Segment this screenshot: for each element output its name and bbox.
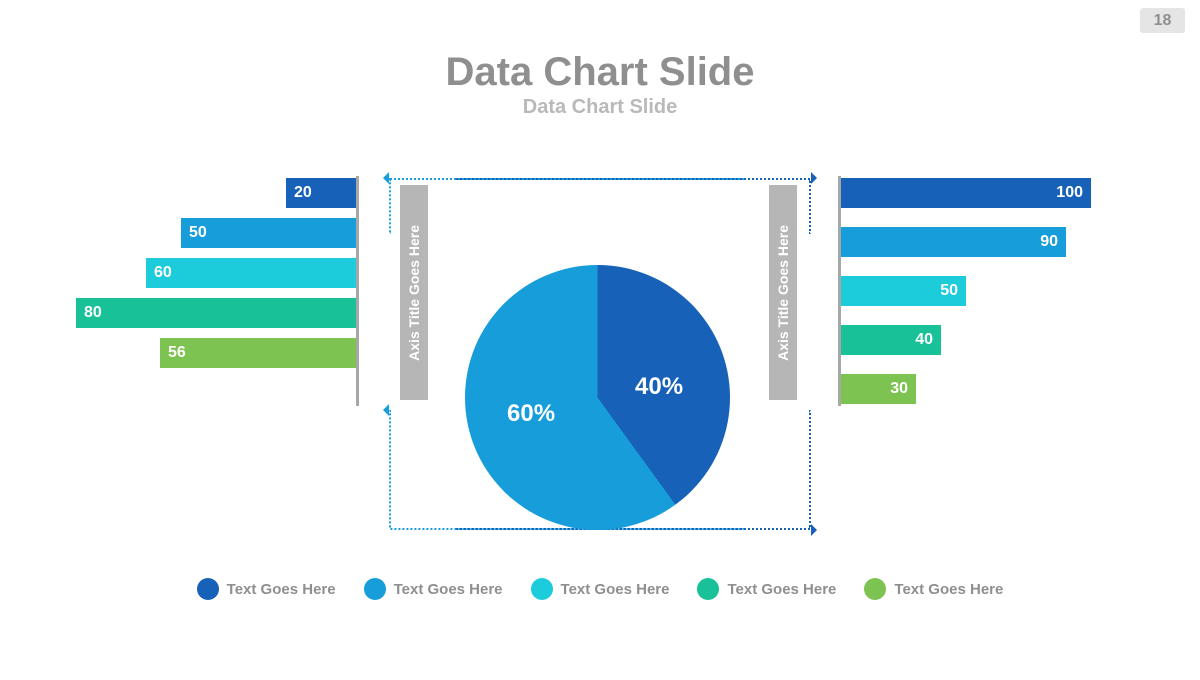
bar: 90 (841, 227, 1066, 257)
legend-label: Text Goes Here (394, 581, 503, 598)
legend-swatch (364, 578, 386, 600)
legend-swatch (864, 578, 886, 600)
connector-right-top (456, 178, 811, 234)
bar: 50 (841, 276, 966, 306)
arrow-left-bottom (383, 404, 389, 416)
slide-subtitle: Data Chart Slide (0, 96, 1200, 119)
legend: Text Goes Here Text Goes Here Text Goes He… (0, 578, 1200, 600)
arrow-right-bottom (811, 524, 817, 536)
page-number-badge: 18 (1140, 8, 1185, 33)
slide-stage: 18 Data Chart Slide Data Chart Slide Axi… (0, 0, 1200, 680)
bar: 30 (841, 374, 916, 404)
axis-title-left-banner: Axis Title Goes Here (400, 185, 428, 400)
slide-title: Data Chart Slide (0, 50, 1200, 95)
legend-item: Text Goes Here (864, 578, 1003, 600)
bar-value: 50 (189, 224, 207, 242)
bar: 80 (76, 298, 356, 328)
legend-label: Text Goes Here (894, 581, 1003, 598)
bar-value: 56 (168, 344, 186, 362)
arrow-left-top (383, 172, 389, 184)
pie-disc (465, 265, 730, 530)
baseline-left (356, 176, 359, 406)
legend-label: Text Goes Here (727, 581, 836, 598)
page-number: 18 (1154, 12, 1172, 30)
bar-value: 40 (915, 331, 933, 349)
legend-item: Text Goes Here (197, 578, 336, 600)
legend-swatch (197, 578, 219, 600)
legend-item: Text Goes Here (697, 578, 836, 600)
axis-title-right: Axis Title Goes Here (775, 225, 791, 361)
legend-swatch (697, 578, 719, 600)
bar-value: 20 (294, 184, 312, 202)
pie-label-0: 40% (635, 373, 683, 401)
legend-item: Text Goes Here (531, 578, 670, 600)
axis-title-left: Axis Title Goes Here (406, 225, 422, 361)
bar-value: 60 (154, 264, 172, 282)
bar: 60 (146, 258, 356, 288)
legend-label: Text Goes Here (561, 581, 670, 598)
bar: 56 (160, 338, 356, 368)
bar: 20 (286, 178, 356, 208)
axis-title-right-banner: Axis Title Goes Here (769, 185, 797, 400)
bar: 40 (841, 325, 941, 355)
legend-swatch (531, 578, 553, 600)
bar-value: 30 (890, 380, 908, 398)
bar-value: 80 (84, 304, 102, 322)
bar-value: 100 (1056, 184, 1083, 202)
legend-item: Text Goes Here (364, 578, 503, 600)
pie-chart: 40% 60% (465, 265, 730, 530)
bar: 50 (181, 218, 356, 248)
bar-value: 90 (1040, 233, 1058, 251)
pie-label-1: 60% (507, 400, 555, 428)
arrow-right-top (811, 172, 817, 184)
legend-label: Text Goes Here (227, 581, 336, 598)
bar-value: 50 (940, 282, 958, 300)
bar: 100 (841, 178, 1091, 208)
